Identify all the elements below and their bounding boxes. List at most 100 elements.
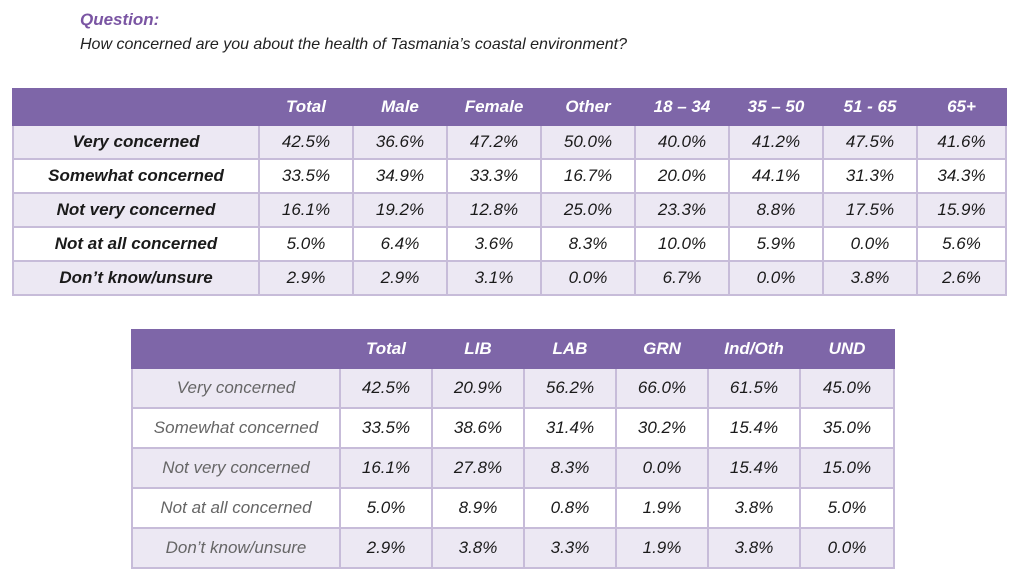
demographics-value-cell: 20.0% [634,158,730,194]
party-row-label: Somewhat concerned [131,407,341,449]
demographics-header: Total Male Female Other 18 – 34 35 – 50 51 - 6… [12,88,1007,126]
party-table-row: Don’t know/unsure 2.9% 3.8% 3.3% 1.9% 3.8% 0.0… [131,527,895,569]
demographics-value-cell: 12.8% [446,192,542,228]
party-column-header: GRN [615,329,709,369]
demographics-table: Total Male Female Other 18 – 34 35 – 50 51 - 6… [12,88,1007,296]
demographics-table-row: Not very concerned 16.1% 19.2% 12.8% 25.0% 23… [12,192,1007,228]
demographics-value-cell: 5.6% [916,226,1007,262]
demographics-value-cell: 3.1% [446,260,542,296]
demographics-value-cell: 34.3% [916,158,1007,194]
demographics-value-cell: 23.3% [634,192,730,228]
demographics-value-cell: 6.7% [634,260,730,296]
demographics-value-cell: 19.2% [352,192,448,228]
demographics-value-cell: 0.0% [540,260,636,296]
demographics-body: Very concerned 42.5% 36.6% 47.2% 50.0% 40.0% 4… [12,124,1007,296]
party-table-row: Very concerned 42.5% 20.9% 56.2% 66.0% 61.5% 4… [131,367,895,409]
party-header: Total LIB LAB GRN Ind/Oth UND [131,329,895,369]
demographics-row-label: Somewhat concerned [12,158,260,194]
demographics-value-cell: 16.1% [258,192,354,228]
demographics-row-label: Don’t know/unsure [12,260,260,296]
party-table: Total LIB LAB GRN Ind/Oth UND Very concerned 4… [131,329,895,569]
demographics-value-cell: 2.9% [258,260,354,296]
party-value-cell: 3.8% [707,487,801,529]
demographics-value-cell: 33.5% [258,158,354,194]
demographics-value-cell: 16.7% [540,158,636,194]
party-value-cell: 33.5% [339,407,433,449]
demographics-value-cell: 5.0% [258,226,354,262]
demographics-value-cell: 5.9% [728,226,824,262]
demographics-value-cell: 8.8% [728,192,824,228]
party-value-cell: 15.4% [707,407,801,449]
party-table-row: Somewhat concerned 33.5% 38.6% 31.4% 30.2% 15… [131,407,895,449]
demographics-value-cell: 3.8% [822,260,918,296]
party-value-cell: 0.0% [615,447,709,489]
demographics-value-cell: 33.3% [446,158,542,194]
demographics-value-cell: 8.3% [540,226,636,262]
demographics-column-header: Other [540,88,636,126]
demographics-row-label: Very concerned [12,124,260,160]
party-value-cell: 16.1% [339,447,433,489]
party-value-cell: 2.9% [339,527,433,569]
party-value-cell: 66.0% [615,367,709,409]
demographics-value-cell: 6.4% [352,226,448,262]
party-value-cell: 61.5% [707,367,801,409]
party-column-header: LIB [431,329,525,369]
party-value-cell: 3.8% [431,527,525,569]
demographics-value-cell: 47.2% [446,124,542,160]
demographics-value-cell: 0.0% [822,226,918,262]
party-row-label: Not at all concerned [131,487,341,529]
demographics-value-cell: 17.5% [822,192,918,228]
demographics-column-header: 51 - 65 [822,88,918,126]
demographics-value-cell: 50.0% [540,124,636,160]
demographics-column-header: Total [258,88,354,126]
demographics-table-row: Very concerned 42.5% 36.6% 47.2% 50.0% 40.0% 4… [12,124,1007,160]
demographics-value-cell: 10.0% [634,226,730,262]
demographics-value-cell: 42.5% [258,124,354,160]
party-column-header: Total [339,329,433,369]
party-value-cell: 45.0% [799,367,895,409]
demographics-value-cell: 15.9% [916,192,1007,228]
party-value-cell: 27.8% [431,447,525,489]
party-value-cell: 56.2% [523,367,617,409]
party-value-cell: 15.0% [799,447,895,489]
demographics-column-header: 65+ [916,88,1007,126]
party-value-cell: 3.8% [707,527,801,569]
party-value-cell: 8.9% [431,487,525,529]
party-column-header: Ind/Oth [707,329,801,369]
demographics-value-cell: 0.0% [728,260,824,296]
party-column-header: LAB [523,329,617,369]
party-value-cell: 8.3% [523,447,617,489]
demographics-value-cell: 31.3% [822,158,918,194]
demographics-column-header: 18 – 34 [634,88,730,126]
party-value-cell: 0.8% [523,487,617,529]
question-text: How concerned are you about the health o… [80,36,628,53]
question-label: Question: [80,10,160,29]
party-value-cell: 30.2% [615,407,709,449]
demographics-column-header: Male [352,88,448,126]
demographics-column-header [12,88,260,126]
party-column-header [131,329,341,369]
party-value-cell: 31.4% [523,407,617,449]
party-value-cell: 5.0% [339,487,433,529]
demographics-value-cell: 36.6% [352,124,448,160]
party-value-cell: 3.3% [523,527,617,569]
party-row-label: Don’t know/unsure [131,527,341,569]
demographics-row-label: Not at all concerned [12,226,260,262]
party-value-cell: 35.0% [799,407,895,449]
demographics-value-cell: 41.2% [728,124,824,160]
demographics-table-row: Not at all concerned 5.0% 6.4% 3.6% 8.3% 10.0… [12,226,1007,262]
demographics-table-row: Somewhat concerned 33.5% 34.9% 33.3% 16.7% 20… [12,158,1007,194]
party-body: Very concerned 42.5% 20.9% 56.2% 66.0% 61.5% 4… [131,367,895,569]
demographics-column-header: 35 – 50 [728,88,824,126]
party-table-row: Not very concerned 16.1% 27.8% 8.3% 0.0% 15.4… [131,447,895,489]
demographics-value-cell: 2.6% [916,260,1007,296]
demographics-value-cell: 41.6% [916,124,1007,160]
party-value-cell: 42.5% [339,367,433,409]
party-value-cell: 1.9% [615,487,709,529]
demographics-value-cell: 47.5% [822,124,918,160]
demographics-value-cell: 34.9% [352,158,448,194]
demographics-value-cell: 25.0% [540,192,636,228]
demographics-table-row: Don’t know/unsure 2.9% 2.9% 3.1% 0.0% 6.7% 0.0… [12,260,1007,296]
party-value-cell: 5.0% [799,487,895,529]
party-value-cell: 15.4% [707,447,801,489]
